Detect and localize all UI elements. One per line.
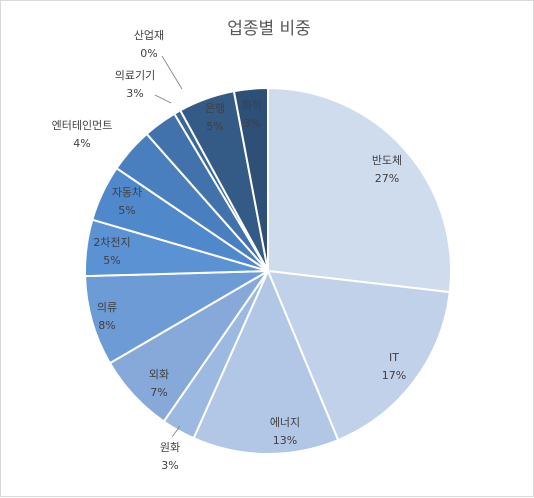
slice-label: 외화 (149, 368, 169, 381)
chart-title: 업종별 비중 (227, 19, 311, 39)
slice-value-label: 3% (161, 459, 178, 472)
label-leader-line (161, 55, 183, 90)
slice-label: 반도체 (372, 154, 402, 167)
slice-value-label: 27% (375, 172, 399, 185)
slice-label: 의료기기 (115, 69, 155, 82)
slice-label: 2차전지 (93, 236, 130, 249)
slice-label: 자동차 (112, 186, 142, 199)
slice-value-label: 3% (126, 87, 143, 100)
pie-slice (266, 269, 451, 442)
slice-value-label: 5% (118, 204, 135, 217)
slice-label: 의류 (97, 301, 117, 314)
slice-value-label: 3% (243, 117, 260, 130)
slice-label: 산업재 (134, 29, 164, 42)
label-leader-line (154, 94, 172, 104)
slice-value-label: 0% (140, 47, 157, 60)
pie-slice (267, 86, 452, 294)
label-leader-line (171, 425, 181, 438)
slice-label: IT (389, 351, 399, 364)
slice-label: 엔터테인먼트 (52, 119, 113, 132)
slice-label: 은행 (205, 102, 225, 115)
pie-slice (232, 86, 269, 272)
slice-value-label: 7% (150, 386, 167, 399)
slice-value-label: 4% (73, 137, 90, 150)
slice-label: 에너지 (270, 416, 300, 429)
pie-slice (192, 268, 340, 455)
slice-value-label: 13% (273, 434, 297, 447)
slice-value-label: 8% (98, 319, 115, 332)
slice-label: 원화 (160, 441, 180, 454)
slice-value-label: 5% (206, 120, 223, 133)
slice-value-label: 17% (382, 369, 406, 382)
slice-label: 화학 (242, 99, 262, 112)
pie-slice (84, 270, 269, 365)
slice-value-label: 5% (103, 254, 120, 267)
